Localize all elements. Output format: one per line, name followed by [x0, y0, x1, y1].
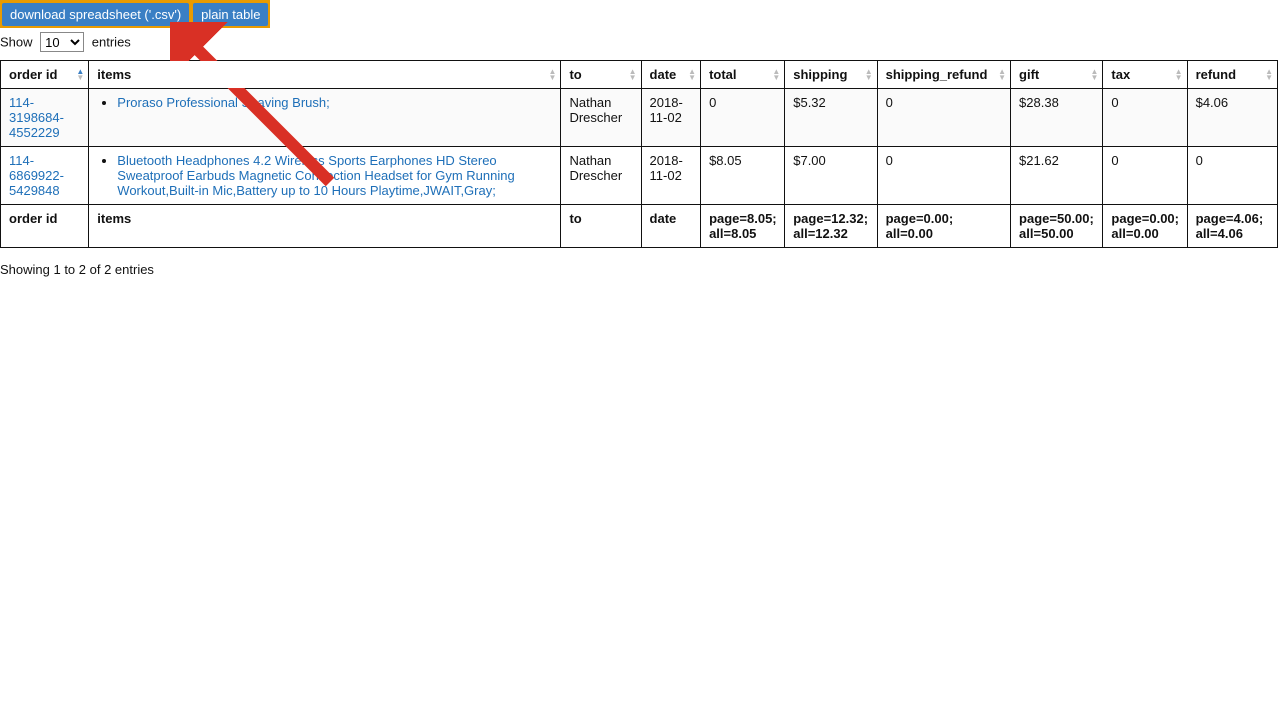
cell-total: 0 [701, 89, 785, 147]
col-date[interactable]: date▲▼ [641, 61, 701, 89]
col-to[interactable]: to▲▼ [561, 61, 641, 89]
cell-shipping: $7.00 [785, 147, 877, 205]
cell-gift: $21.62 [1011, 147, 1103, 205]
cell-tax: 0 [1103, 147, 1187, 205]
list-item: Proraso Professional Shaving Brush; [117, 95, 552, 110]
orders-table: order id▲▼items▲▼to▲▼date▲▼total▲▼shippi… [0, 60, 1278, 248]
item-link[interactable]: Bluetooth Headphones 4.2 Wireless Sports… [117, 153, 514, 198]
col-tax[interactable]: tax▲▼ [1103, 61, 1187, 89]
sort-icon: ▲▼ [998, 69, 1006, 81]
cell-date: 2018-11-02 [641, 89, 701, 147]
toolbar: download spreadsheet ('.csv') plain tabl… [0, 0, 270, 28]
footer-date: date [641, 205, 701, 248]
cell-order-id: 114-6869922-5429848 [1, 147, 89, 205]
order-link[interactable]: 114-6869922-5429848 [9, 153, 64, 198]
col-order_id[interactable]: order id▲▼ [1, 61, 89, 89]
col-shipping[interactable]: shipping▲▼ [785, 61, 877, 89]
sort-icon: ▲▼ [1091, 69, 1099, 81]
table-row: 114-3198684-4552229 Proraso Professional … [1, 89, 1278, 147]
col-refund[interactable]: refund▲▼ [1187, 61, 1277, 89]
item-link[interactable]: Proraso Professional Shaving Brush; [117, 95, 329, 110]
plain-table-button[interactable]: plain table [193, 3, 268, 26]
footer-refund: page=4.06; all=4.06 [1187, 205, 1277, 248]
footer-total: page=8.05; all=8.05 [701, 205, 785, 248]
col-gift[interactable]: gift▲▼ [1011, 61, 1103, 89]
sort-icon: ▲▼ [1265, 69, 1273, 81]
cell-items: Proraso Professional Shaving Brush; [89, 89, 561, 147]
cell-shipping_refund: 0 [877, 89, 1010, 147]
table-row: 114-6869922-5429848 Bluetooth Headphones … [1, 147, 1278, 205]
cell-items: Bluetooth Headphones 4.2 Wireless Sports… [89, 147, 561, 205]
col-shipping_refund[interactable]: shipping_refund▲▼ [877, 61, 1010, 89]
cell-total: $8.05 [701, 147, 785, 205]
list-item: Bluetooth Headphones 4.2 Wireless Sports… [117, 153, 552, 198]
download-csv-button[interactable]: download spreadsheet ('.csv') [2, 3, 189, 26]
cell-order-id: 114-3198684-4552229 [1, 89, 89, 147]
length-suffix: entries [92, 35, 131, 50]
cell-shipping_refund: 0 [877, 147, 1010, 205]
cell-date: 2018-11-02 [641, 147, 701, 205]
sort-icon: ▲▼ [76, 69, 84, 81]
sort-icon: ▲▼ [772, 69, 780, 81]
sort-icon: ▲▼ [629, 69, 637, 81]
col-total[interactable]: total▲▼ [701, 61, 785, 89]
cell-refund: 0 [1187, 147, 1277, 205]
col-items[interactable]: items▲▼ [89, 61, 561, 89]
footer-items: items [89, 205, 561, 248]
footer-to: to [561, 205, 641, 248]
footer-order-id: order id [1, 205, 89, 248]
cell-shipping: $5.32 [785, 89, 877, 147]
length-prefix: Show [0, 35, 33, 50]
sort-icon: ▲▼ [688, 69, 696, 81]
length-control: Show 102550100 entries [0, 32, 1278, 52]
footer-shipping-refund: page=0.00; all=0.00 [877, 205, 1010, 248]
cell-gift: $28.38 [1011, 89, 1103, 147]
table-header-row: order id▲▼items▲▼to▲▼date▲▼total▲▼shippi… [1, 61, 1278, 89]
table-info: Showing 1 to 2 of 2 entries [0, 262, 1278, 277]
footer-shipping: page=12.32; all=12.32 [785, 205, 877, 248]
cell-to: Nathan Drescher [561, 89, 641, 147]
footer-gift: page=50.00; all=50.00 [1011, 205, 1103, 248]
cell-tax: 0 [1103, 89, 1187, 147]
footer-tax: page=0.00; all=0.00 [1103, 205, 1187, 248]
table-footer-row: order id items to date page=8.05; all=8.… [1, 205, 1278, 248]
sort-icon: ▲▼ [549, 69, 557, 81]
sort-icon: ▲▼ [1175, 69, 1183, 81]
sort-icon: ▲▼ [865, 69, 873, 81]
cell-refund: $4.06 [1187, 89, 1277, 147]
order-link[interactable]: 114-3198684-4552229 [9, 95, 64, 140]
length-select[interactable]: 102550100 [40, 32, 84, 52]
cell-to: Nathan Drescher [561, 147, 641, 205]
